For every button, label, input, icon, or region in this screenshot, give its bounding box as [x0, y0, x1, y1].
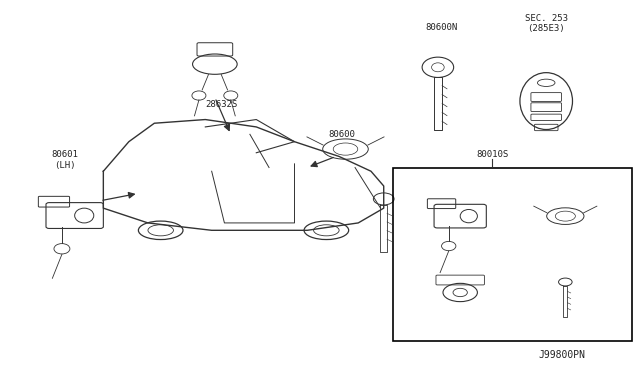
Text: 80600: 80600	[329, 130, 356, 139]
Text: J99800PN: J99800PN	[539, 350, 586, 359]
Text: 80601
(LH): 80601 (LH)	[52, 150, 79, 170]
Text: 80600N: 80600N	[425, 23, 457, 32]
Text: 80010S: 80010S	[476, 150, 508, 159]
Text: SEC. 253
(285E3): SEC. 253 (285E3)	[525, 14, 568, 33]
Text: 28632S: 28632S	[205, 100, 237, 109]
Bar	[394, 167, 632, 341]
